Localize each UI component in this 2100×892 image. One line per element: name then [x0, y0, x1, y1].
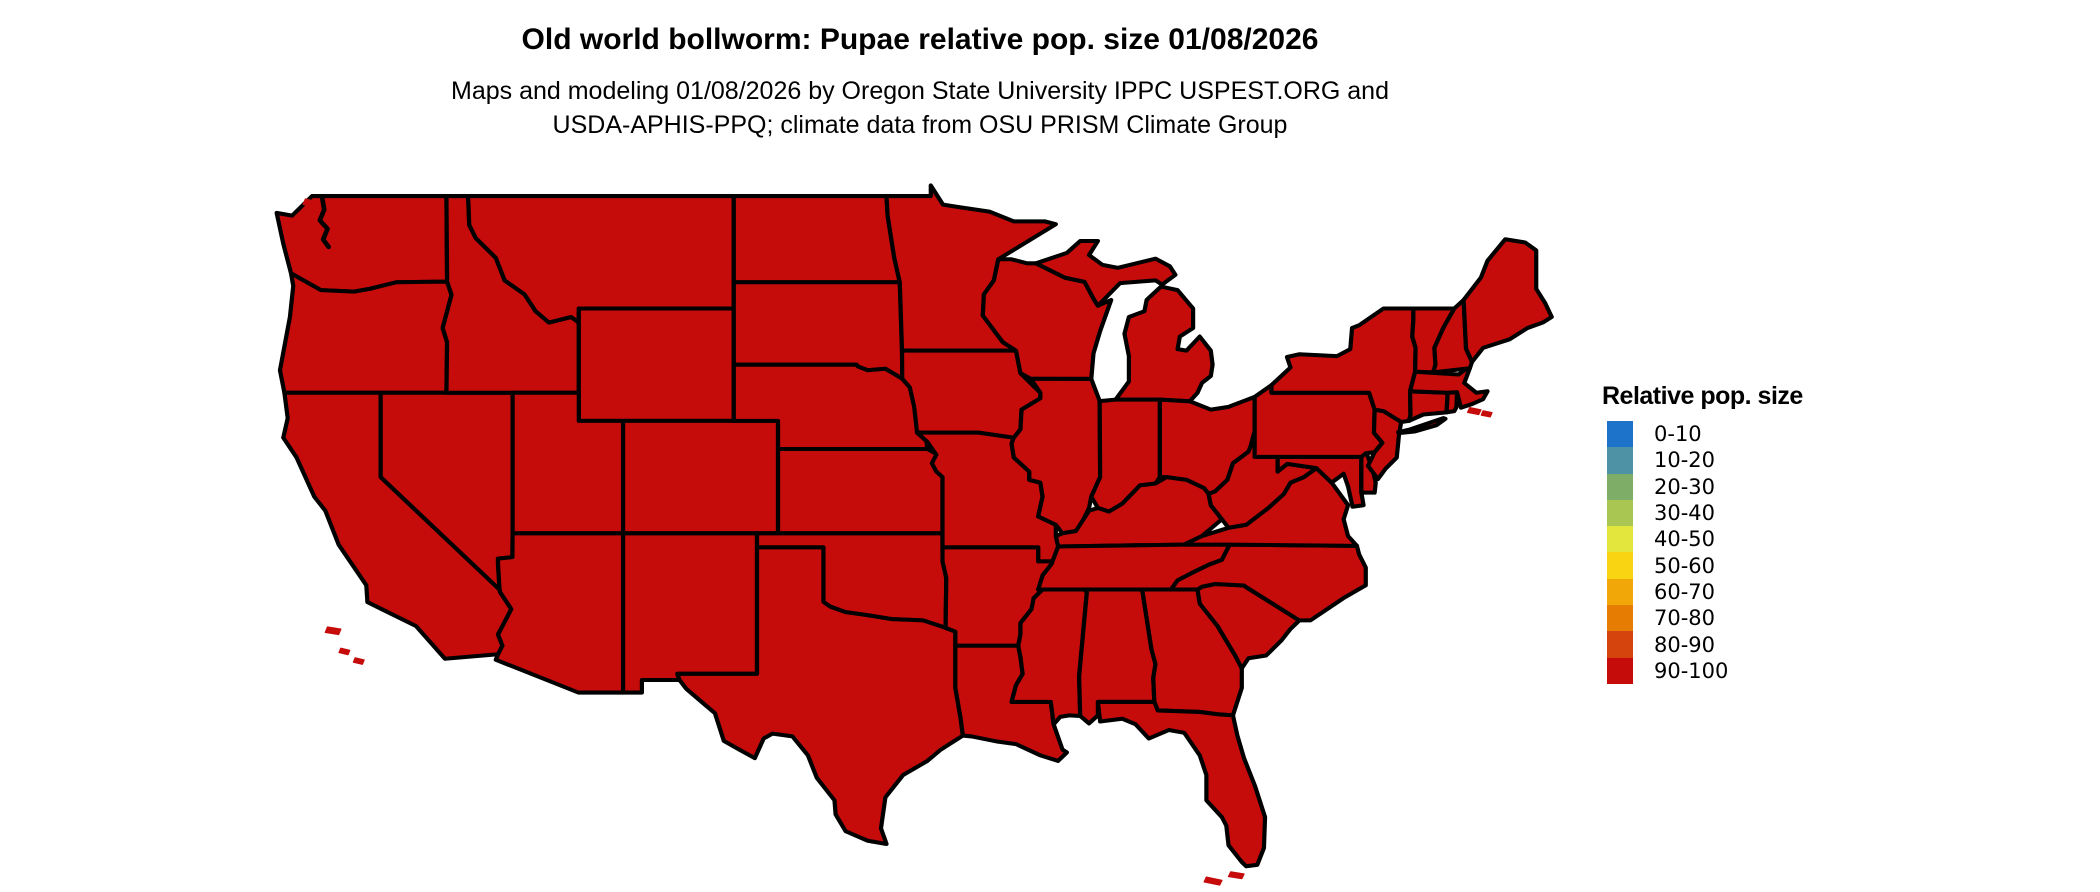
legend-swatch: [1607, 605, 1633, 632]
header: Old world bollworm: Pupae relative pop. …: [0, 22, 1840, 142]
state-michigan-upper: [1033, 238, 1178, 308]
legend-swatch: [1607, 473, 1633, 500]
legend-swatch: [1607, 526, 1633, 553]
legend: Relative pop. size 0-10 10-20 20-30 30-4…: [1602, 382, 1902, 684]
legend-items: 0-10 10-20 20-30 30-40 40-50 50-60 60-70…: [1602, 421, 1902, 684]
states-group: [274, 183, 1554, 869]
state-pennsylvania: [1252, 383, 1385, 459]
legend-row: 60-70: [1602, 578, 1902, 606]
legend-label: 30-40: [1654, 501, 1716, 526]
us-choropleth-map: [270, 182, 1565, 891]
state-colorado: [620, 418, 781, 536]
state-north-dakota: [731, 194, 902, 285]
islands-group: [302, 198, 1493, 886]
legend-label: 70-80: [1654, 606, 1716, 631]
legend-label: 60-70: [1654, 579, 1716, 604]
legend-row: 0-10: [1602, 421, 1902, 448]
legend-swatch: [1607, 631, 1633, 658]
channel-island-1: [324, 626, 342, 636]
legend-row: 40-50: [1602, 526, 1902, 553]
nantucket: [1480, 410, 1493, 418]
legend-title: Relative pop. size: [1602, 382, 1803, 410]
legend-row: 30-40: [1602, 499, 1902, 527]
state-michigan-lower: [1113, 284, 1215, 404]
state-texas: [675, 545, 965, 846]
subtitle-line-1: Maps and modeling 01/08/2026 by Oregon S…: [451, 77, 1389, 105]
state-new-mexico: [620, 531, 760, 695]
state-kansas: [775, 446, 945, 536]
page-title: Old world bollworm: Pupae relative pop. …: [521, 23, 1319, 56]
channel-island-3: [352, 657, 365, 665]
legend-swatch: [1607, 657, 1633, 684]
state-arizona: [493, 531, 626, 695]
puget-sound-outline: [317, 194, 331, 250]
legend-label: 20-30: [1654, 474, 1716, 499]
legend-row: 50-60: [1602, 552, 1902, 579]
florida-keys-2: [1227, 871, 1245, 880]
legend-label: 10-20: [1654, 448, 1716, 473]
page-subtitle: Maps and modeling 01/08/2026 by Oregon S…: [0, 74, 1840, 142]
legend-swatch: [1607, 552, 1633, 579]
long-island: [1395, 416, 1448, 435]
legend-swatch: [1607, 578, 1633, 606]
san-juan-islands: [302, 198, 315, 208]
channel-island-2: [338, 647, 351, 656]
state-wyoming: [576, 306, 736, 423]
legend-label: 50-60: [1654, 553, 1716, 578]
legend-swatch: [1607, 421, 1633, 448]
legend-label: 0-10: [1654, 422, 1702, 447]
legend-row: 20-30: [1602, 473, 1902, 500]
legend-label: 90-100: [1654, 658, 1729, 683]
legend-swatch: [1607, 499, 1633, 527]
legend-row: 70-80: [1602, 605, 1902, 632]
legend-row: 80-90: [1602, 631, 1902, 658]
state-oregon: [277, 271, 454, 395]
state-north-carolina: [1168, 542, 1368, 623]
florida-keys-1: [1203, 876, 1223, 886]
gulf-islands: [312, 206, 323, 215]
marthas-vineyard: [1466, 407, 1482, 416]
us-map-svg: [274, 183, 1554, 886]
legend-row: 10-20: [1602, 447, 1902, 474]
subtitle-line-2: USDA-APHIS-PPQ; climate data from OSU PR…: [552, 111, 1288, 139]
legend-swatch: [1607, 447, 1633, 474]
state-maine: [1461, 237, 1554, 364]
state-rhode-island: [1444, 390, 1460, 415]
legend-label: 80-90: [1654, 632, 1716, 657]
state-florida: [1095, 699, 1268, 869]
legend-label: 40-50: [1654, 527, 1716, 552]
legend-row: 90-100: [1602, 657, 1902, 684]
